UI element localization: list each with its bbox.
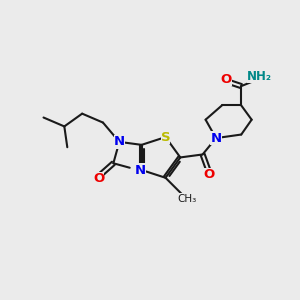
- Text: O: O: [221, 73, 232, 86]
- Text: N: N: [114, 135, 125, 148]
- Text: CH₃: CH₃: [178, 194, 197, 204]
- Text: O: O: [203, 168, 214, 181]
- Text: NH₂: NH₂: [247, 70, 272, 83]
- Text: N: N: [210, 132, 221, 145]
- Text: N: N: [135, 164, 146, 176]
- Text: O: O: [93, 172, 104, 184]
- Text: S: S: [161, 130, 170, 144]
